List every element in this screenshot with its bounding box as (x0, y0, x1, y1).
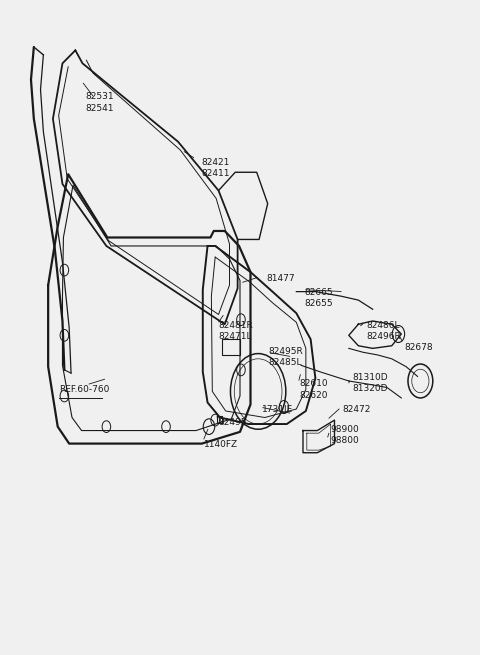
Text: 82472: 82472 (343, 405, 371, 413)
Text: 82495: 82495 (218, 418, 247, 426)
Text: 1140FZ: 1140FZ (204, 440, 239, 449)
Bar (222, 339, 240, 355)
Text: 1731JE: 1731JE (262, 405, 293, 413)
Text: 82665
82655: 82665 82655 (304, 288, 333, 309)
Text: 82610
82620: 82610 82620 (300, 379, 328, 400)
Text: 98900
98800: 98900 98800 (331, 425, 360, 445)
Text: 82531
82541: 82531 82541 (85, 92, 114, 113)
Text: 81310D
81320D: 81310D 81320D (352, 373, 388, 393)
Text: 82486L
82496R: 82486L 82496R (366, 321, 401, 341)
Text: 82678: 82678 (405, 343, 433, 352)
Text: 82421
82411: 82421 82411 (202, 158, 230, 178)
Text: 82495R
82485L: 82495R 82485L (269, 346, 303, 367)
Text: 81477: 81477 (266, 274, 295, 283)
Text: REF.60-760: REF.60-760 (59, 385, 109, 394)
Text: 82481R
82471L: 82481R 82471L (218, 321, 253, 341)
